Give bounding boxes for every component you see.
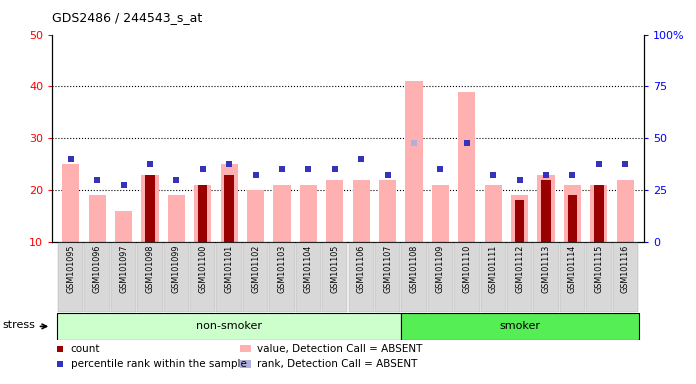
Text: GSM101114: GSM101114 (568, 245, 577, 293)
Bar (137, 243, 163, 312)
Bar (406, 81, 422, 242)
Bar (353, 180, 370, 242)
Bar (537, 175, 555, 242)
Text: GSM101102: GSM101102 (251, 245, 260, 293)
Bar (564, 185, 581, 242)
Bar (480, 243, 506, 312)
Bar (243, 243, 268, 312)
Text: GSM101113: GSM101113 (541, 245, 551, 293)
Bar (515, 200, 524, 242)
Bar (560, 243, 585, 312)
Text: GSM101106: GSM101106 (357, 245, 365, 293)
Bar (111, 243, 136, 312)
Text: GSM101108: GSM101108 (409, 245, 418, 293)
Bar (194, 185, 212, 242)
Bar (401, 313, 638, 340)
Text: GSM101100: GSM101100 (198, 245, 207, 293)
Text: GSM101107: GSM101107 (383, 245, 392, 293)
Bar (240, 360, 251, 368)
Bar (164, 243, 189, 312)
Text: GSM101105: GSM101105 (331, 245, 339, 293)
Text: GSM101098: GSM101098 (145, 245, 155, 293)
Bar (145, 175, 155, 242)
Text: GSM101101: GSM101101 (225, 245, 234, 293)
Bar (247, 190, 264, 242)
Bar (458, 92, 475, 242)
Bar (612, 243, 638, 312)
Bar (428, 243, 453, 312)
Bar (216, 243, 242, 312)
Text: count: count (71, 344, 100, 354)
Text: stress: stress (3, 320, 35, 330)
Bar (379, 180, 396, 242)
Bar (586, 243, 612, 312)
Bar (402, 243, 427, 312)
Bar (484, 185, 502, 242)
Text: GSM101109: GSM101109 (436, 245, 445, 293)
Text: GSM101112: GSM101112 (515, 245, 524, 293)
Bar (507, 243, 532, 312)
Bar (58, 313, 401, 340)
Text: GSM101103: GSM101103 (278, 245, 287, 293)
Text: GSM101115: GSM101115 (594, 245, 603, 293)
Text: GSM101096: GSM101096 (93, 245, 102, 293)
Bar (269, 243, 294, 312)
Bar (533, 243, 559, 312)
Bar (115, 211, 132, 242)
Bar (617, 180, 634, 242)
Bar (375, 243, 400, 312)
Bar (224, 175, 234, 242)
Text: GDS2486 / 244543_s_at: GDS2486 / 244543_s_at (52, 12, 203, 25)
Bar (141, 175, 159, 242)
Text: percentile rank within the sample: percentile rank within the sample (71, 359, 246, 369)
Text: GSM101111: GSM101111 (489, 245, 498, 293)
Bar (300, 185, 317, 242)
Bar (198, 185, 207, 242)
Text: GSM101116: GSM101116 (621, 245, 630, 293)
Bar (432, 185, 449, 242)
Text: GSM101110: GSM101110 (462, 245, 471, 293)
Bar (190, 243, 216, 312)
Text: GSM101097: GSM101097 (119, 245, 128, 293)
Bar (594, 185, 603, 242)
Text: smoker: smoker (499, 321, 540, 331)
Bar (326, 180, 343, 242)
Text: non-smoker: non-smoker (196, 321, 262, 331)
Bar (511, 195, 528, 242)
Bar (349, 243, 374, 312)
Bar (84, 243, 110, 312)
Bar (274, 185, 290, 242)
Bar (58, 243, 84, 312)
Text: GSM101099: GSM101099 (172, 245, 181, 293)
Bar (168, 195, 185, 242)
Text: rank, Detection Call = ABSENT: rank, Detection Call = ABSENT (258, 359, 418, 369)
Bar (454, 243, 480, 312)
Text: GSM101104: GSM101104 (304, 245, 313, 293)
Bar (568, 195, 577, 242)
Bar (590, 185, 608, 242)
Bar (541, 180, 551, 242)
Text: GSM101095: GSM101095 (66, 245, 75, 293)
Text: value, Detection Call = ABSENT: value, Detection Call = ABSENT (258, 344, 422, 354)
Bar (240, 345, 251, 353)
Bar (221, 164, 238, 242)
Bar (296, 243, 321, 312)
Bar (88, 195, 106, 242)
Bar (62, 164, 79, 242)
Bar (322, 243, 347, 312)
